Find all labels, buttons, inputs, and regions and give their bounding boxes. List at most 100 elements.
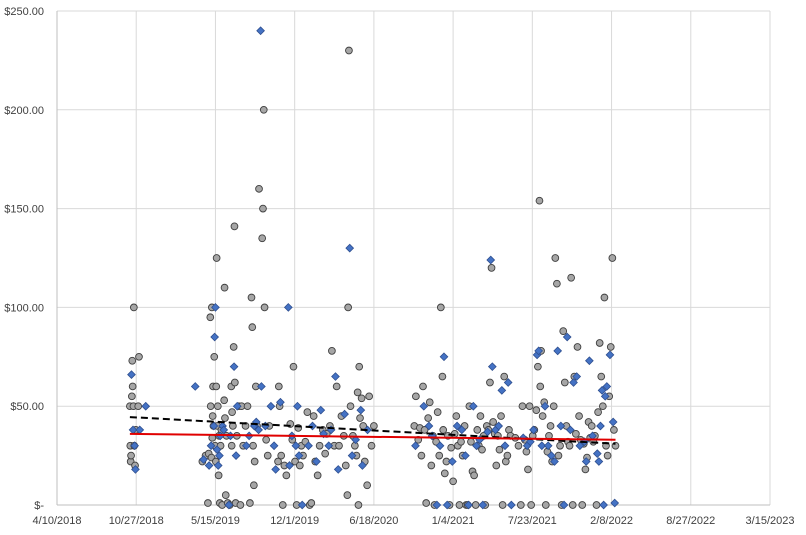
gray-circle-point xyxy=(357,394,366,403)
gray-circle-point xyxy=(289,362,298,371)
gray-circle-point xyxy=(246,499,254,507)
dashed-trendline xyxy=(129,416,616,445)
blue-diamond-point xyxy=(605,350,615,360)
blue-diamond-point xyxy=(600,391,610,401)
x-tick-label: 1/4/2021 xyxy=(432,515,475,527)
gray-circle-point xyxy=(581,465,590,474)
gray-circle-point xyxy=(471,501,480,509)
blue-diamond-point xyxy=(464,500,473,510)
gray-circle-point xyxy=(277,451,286,460)
blue-diamond-point xyxy=(312,457,321,466)
gray-circle-point xyxy=(600,293,609,302)
gray-circle-point xyxy=(560,378,569,387)
gray-circle-point xyxy=(243,402,252,411)
blue-diamond-point xyxy=(442,500,452,510)
gray-circle-point xyxy=(534,362,542,371)
gray-circle-point xyxy=(610,426,618,434)
axes xyxy=(56,11,770,506)
blue-diamond-point xyxy=(215,451,224,460)
gray-circle-point xyxy=(470,471,478,480)
gray-circle-point xyxy=(208,412,217,420)
blue-diamond-point xyxy=(291,441,301,451)
gray-circle-point xyxy=(467,437,475,446)
y-tick-label: $150.00 xyxy=(4,204,44,216)
gray-circle-point xyxy=(524,465,532,474)
gray-circle-point xyxy=(425,398,434,407)
gray-circle-point xyxy=(206,313,215,322)
blue-diamond-point xyxy=(254,425,263,435)
blue-diamond-point xyxy=(130,441,140,451)
gray-circle-point xyxy=(363,481,372,490)
gray-circle-point xyxy=(595,339,604,347)
gray-circle-point xyxy=(567,273,576,282)
gray-circle-point xyxy=(259,204,267,213)
gray-circle-point xyxy=(212,382,221,391)
gray-circle-point xyxy=(134,402,143,411)
blue-diamond-point xyxy=(256,26,265,36)
gray-circle-point xyxy=(568,501,577,509)
gray-circle-point xyxy=(435,451,444,460)
blue-diamond-point xyxy=(232,401,242,411)
blue-diamond-point xyxy=(316,405,326,415)
blue-diamond-point xyxy=(569,378,578,387)
blue-diamond-point xyxy=(546,451,556,460)
blue-diamond-point xyxy=(472,441,481,451)
blue-diamond-point xyxy=(351,435,361,445)
blue-diamond-point xyxy=(572,372,582,381)
gray-circle-point xyxy=(527,501,535,509)
gray-circle-point xyxy=(457,437,465,446)
gray-circle-point xyxy=(606,343,615,351)
gray-circle-point xyxy=(255,184,263,193)
gray-circle-point xyxy=(554,451,563,460)
gray-circle-point xyxy=(365,392,373,401)
gray-circle-point xyxy=(541,501,550,509)
gray-circle-point xyxy=(353,388,362,397)
gray-circle-point xyxy=(230,222,239,231)
blue-diamond-point xyxy=(297,500,307,510)
gray-circle-point xyxy=(559,327,568,335)
blue-diamond-point xyxy=(304,441,313,451)
gray-circle-point xyxy=(335,441,343,450)
blue-diamond-point xyxy=(293,401,302,411)
blue-diamond-point xyxy=(447,457,457,466)
gray-circle-point xyxy=(332,382,341,391)
gray-circle-point xyxy=(553,279,561,288)
blue-diamond-point xyxy=(597,386,607,395)
blue-diamond-point xyxy=(506,500,516,510)
gray-circle-point xyxy=(346,402,355,411)
gray-circle-point xyxy=(307,499,316,507)
blue-diamond-point xyxy=(565,425,575,435)
blue-diamond-point xyxy=(439,352,449,362)
blue-diamond-point xyxy=(432,500,442,510)
gray-circle-point xyxy=(573,343,582,351)
gray-circle-point xyxy=(250,457,259,466)
gray-circle-point xyxy=(535,196,544,205)
blue-diamond-point xyxy=(210,332,220,342)
gray-circle-point xyxy=(328,347,336,355)
gray-circle-point xyxy=(424,414,433,422)
blue-diamond-point xyxy=(585,356,594,366)
gray-circle-point xyxy=(278,501,287,509)
gray-circle-point xyxy=(587,422,596,430)
gray-circle-point xyxy=(419,382,427,391)
gray-circle-point xyxy=(206,402,215,411)
gray-circle-point xyxy=(439,426,448,434)
gray-circle-point xyxy=(478,445,486,454)
blue-diamond-point xyxy=(487,362,497,372)
y-tick-label: $200.00 xyxy=(4,105,44,117)
gray-circle-point xyxy=(603,451,612,460)
gray-circle-point xyxy=(546,422,555,430)
blue-diamond-point xyxy=(411,441,420,451)
blue-diamond-point xyxy=(478,500,488,510)
gray-circle-point xyxy=(231,378,239,387)
blue-diamond-point xyxy=(231,451,241,460)
blue-diamond-point xyxy=(581,457,591,466)
y-tick-label: $100.00 xyxy=(4,302,44,314)
gray-circle-point xyxy=(486,378,494,387)
gray-circle-point xyxy=(354,501,363,509)
gray-circle-point xyxy=(220,283,229,292)
blue-diamond-point xyxy=(131,465,140,474)
blue-diamond-point xyxy=(599,500,608,510)
gray-circle-point xyxy=(221,491,230,499)
